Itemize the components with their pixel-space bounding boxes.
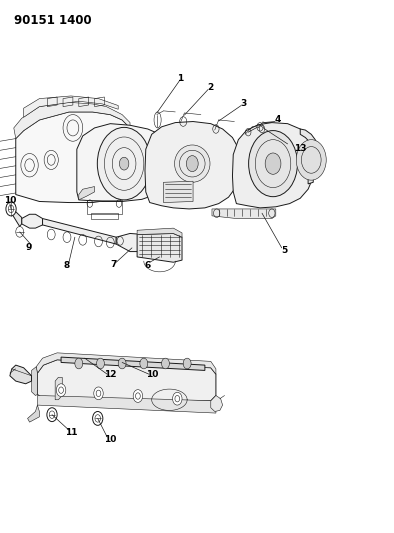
Text: 4: 4 [275,115,281,124]
Polygon shape [137,233,182,262]
Polygon shape [55,377,62,400]
Text: 12: 12 [104,370,117,378]
Polygon shape [14,102,130,139]
Circle shape [249,131,297,197]
Circle shape [186,156,198,172]
Text: 90151 1400: 90151 1400 [14,14,91,27]
Polygon shape [79,187,95,200]
Polygon shape [10,208,22,227]
Circle shape [173,392,182,405]
Circle shape [6,202,16,216]
Circle shape [94,387,103,400]
Polygon shape [37,395,216,413]
Polygon shape [16,112,130,203]
Polygon shape [37,360,216,401]
Polygon shape [137,228,182,237]
Text: 10: 10 [104,435,117,444]
Text: 13: 13 [294,144,307,152]
Circle shape [265,153,281,174]
Text: 10: 10 [4,196,16,205]
Text: 3: 3 [240,99,247,108]
Text: 9: 9 [25,244,32,252]
Text: 5: 5 [281,246,288,255]
Polygon shape [43,219,116,244]
Polygon shape [24,96,118,117]
Circle shape [140,358,148,369]
Text: 7: 7 [110,261,117,269]
Text: 8: 8 [63,261,69,270]
Polygon shape [10,365,32,384]
Circle shape [119,157,129,170]
Polygon shape [145,122,240,209]
Polygon shape [300,129,319,184]
Text: 6: 6 [145,261,151,270]
Circle shape [162,358,169,369]
Circle shape [118,358,126,369]
Polygon shape [22,214,43,228]
Text: 2: 2 [207,83,213,92]
Circle shape [97,358,104,369]
Circle shape [93,411,103,425]
Circle shape [296,140,326,180]
Polygon shape [32,367,37,395]
Polygon shape [211,395,223,411]
Circle shape [133,390,143,402]
Circle shape [47,408,57,422]
Text: 10: 10 [146,370,159,379]
Circle shape [97,127,151,200]
Polygon shape [61,357,205,370]
Polygon shape [116,233,150,252]
Circle shape [56,384,66,397]
Ellipse shape [175,145,210,182]
Text: 11: 11 [65,429,78,437]
Polygon shape [232,123,314,208]
Circle shape [75,358,83,369]
Polygon shape [164,181,193,203]
Polygon shape [212,209,276,219]
Polygon shape [28,405,39,422]
Circle shape [183,358,191,369]
Polygon shape [77,124,177,201]
Text: 1: 1 [177,75,184,83]
Polygon shape [36,353,216,374]
